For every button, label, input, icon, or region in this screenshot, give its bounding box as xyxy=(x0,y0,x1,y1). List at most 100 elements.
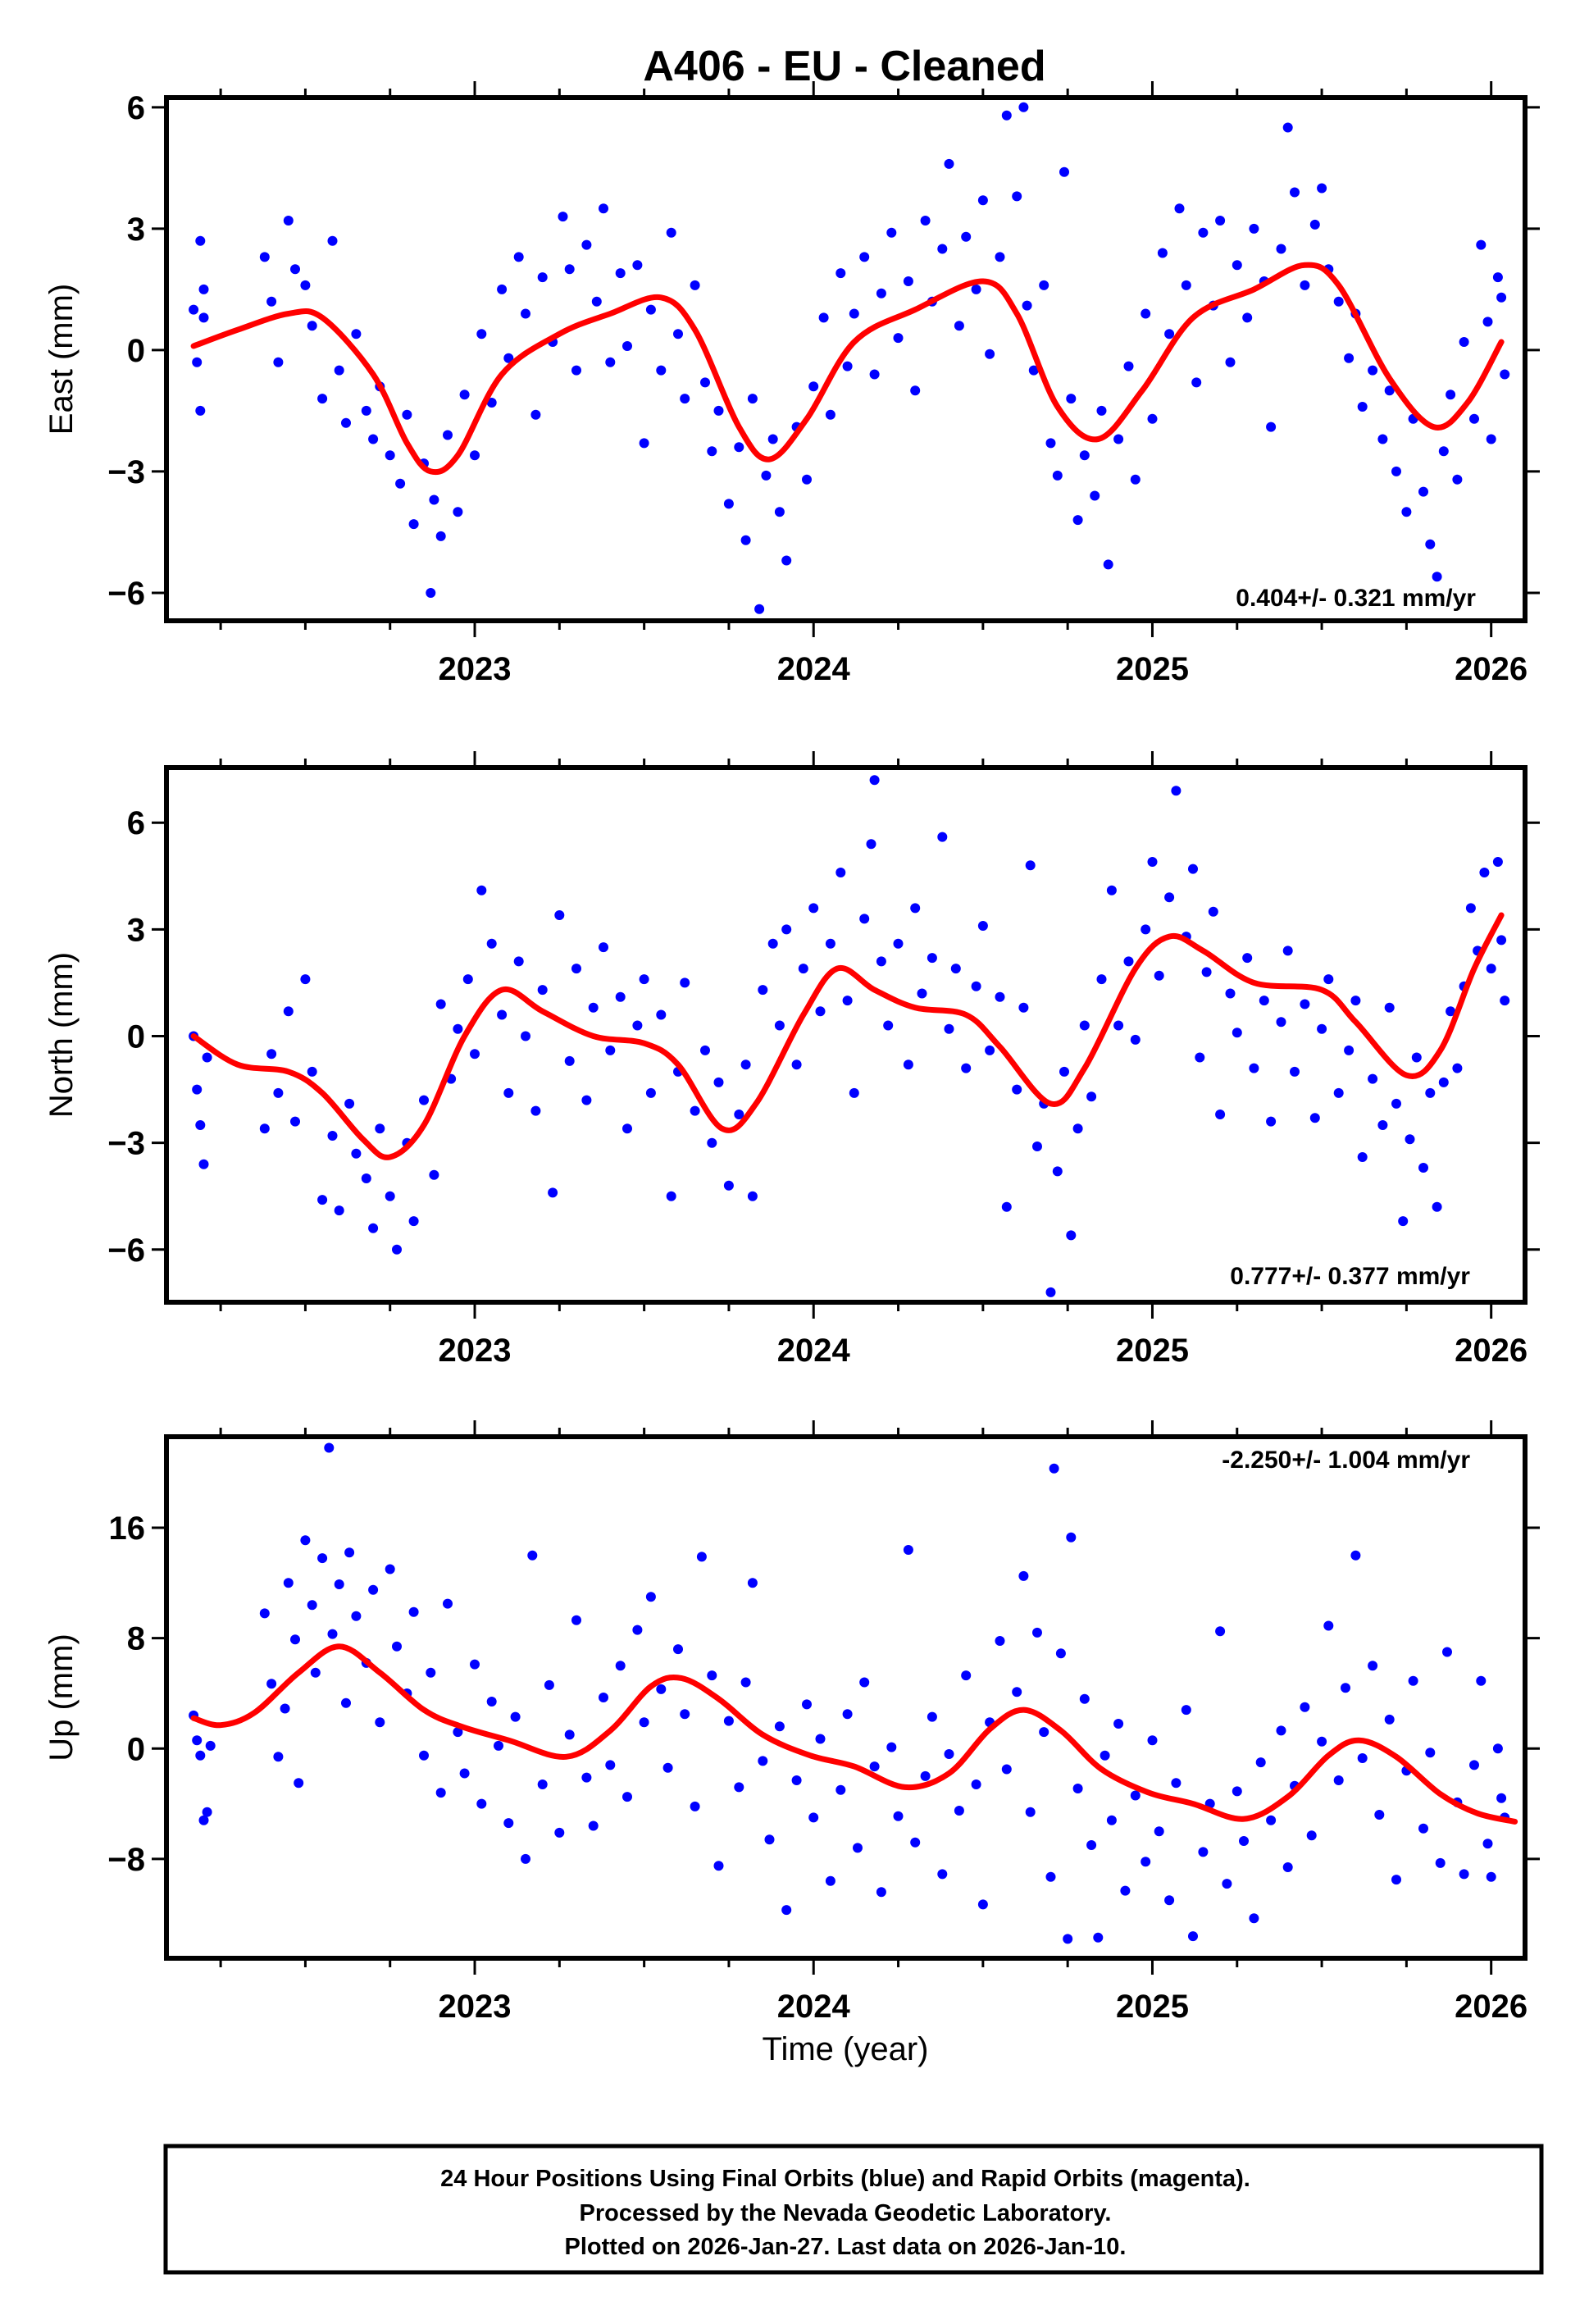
up-data-point xyxy=(280,1703,290,1714)
north-data-point xyxy=(530,1105,541,1116)
east-data-point xyxy=(910,385,921,396)
north-data-point xyxy=(605,1045,616,1055)
up-data-point xyxy=(1317,1736,1327,1747)
east-data-point xyxy=(1333,296,1344,307)
east-y-axis-label: East (mm) xyxy=(43,284,80,435)
north-data-point xyxy=(486,938,497,949)
east-data-point xyxy=(781,555,792,566)
north-data-point xyxy=(1452,1063,1463,1073)
up-data-point xyxy=(198,1815,209,1825)
north-data-point xyxy=(849,1087,859,1098)
east-data-point xyxy=(656,365,667,376)
north-data-point xyxy=(639,974,649,985)
up-data-point xyxy=(910,1837,921,1848)
east-data-point xyxy=(1401,507,1412,517)
east-data-point xyxy=(1225,357,1236,367)
up-data-point xyxy=(1025,1807,1036,1817)
north-data-point xyxy=(1344,1045,1355,1055)
north-data-point xyxy=(195,1120,206,1130)
up-data-point xyxy=(1323,1620,1334,1631)
east-trend-line xyxy=(190,262,1505,476)
up-rate-label: -2.250+/- 1.004 mm/yr xyxy=(1222,1447,1470,1474)
east-data-point xyxy=(1469,413,1479,424)
up-trend-line xyxy=(190,1643,1518,1825)
east-data-point xyxy=(859,252,870,262)
east-data-point xyxy=(259,252,270,262)
east-data-point xyxy=(723,499,734,509)
up-data-point xyxy=(1442,1647,1452,1657)
north-data-point xyxy=(435,999,446,1009)
east-data-point xyxy=(1317,183,1327,194)
north-data-point xyxy=(825,938,835,949)
east-data-point xyxy=(825,409,835,420)
up-data-point xyxy=(283,1578,294,1588)
east-data-point xyxy=(1482,317,1493,327)
up-data-point xyxy=(920,1770,931,1781)
north-data-point xyxy=(1141,924,1151,935)
up-data-point xyxy=(734,1782,744,1793)
up-data-point xyxy=(1374,1810,1385,1820)
up-data-point xyxy=(713,1861,724,1871)
up-data-point xyxy=(385,1564,395,1574)
north-y-tick-label: 0 xyxy=(127,1019,145,1055)
north-data-point xyxy=(548,1187,558,1198)
up-data-point xyxy=(1147,1735,1158,1746)
north-data-point xyxy=(869,775,880,786)
up-data-point xyxy=(1141,1857,1151,1867)
east-data-point xyxy=(639,438,649,449)
east-data-point xyxy=(1300,280,1310,290)
up-y-tick-label: 8 xyxy=(127,1621,145,1657)
north-data-point xyxy=(666,1191,676,1201)
up-data-point xyxy=(195,1750,206,1761)
up-data-point xyxy=(564,1729,575,1740)
up-data-point xyxy=(1130,1790,1141,1801)
east-data-point xyxy=(300,280,311,290)
up-data-point xyxy=(1198,1847,1209,1857)
east-data-point xyxy=(690,280,700,290)
north-data-point xyxy=(599,942,608,953)
north-data-point xyxy=(808,903,819,914)
up-data-point xyxy=(815,1734,826,1744)
east-data-point xyxy=(1174,203,1185,214)
up-data-point xyxy=(510,1711,521,1722)
north-trend-line xyxy=(190,912,1505,1160)
east-data-point xyxy=(443,430,453,440)
north-data-point xyxy=(622,1123,632,1134)
east-data-point xyxy=(876,288,886,298)
east-data-point xyxy=(645,304,656,315)
up-data-point xyxy=(266,1679,277,1689)
north-data-point xyxy=(361,1173,371,1183)
up-data-point xyxy=(1435,1857,1446,1868)
east-data-point xyxy=(632,260,643,271)
up-data-point xyxy=(859,1677,870,1688)
north-data-point xyxy=(513,956,524,967)
up-data-point xyxy=(494,1740,503,1751)
east-data-point xyxy=(1500,369,1510,380)
up-data-point xyxy=(344,1547,355,1558)
up-data-point xyxy=(954,1806,964,1816)
north-data-point xyxy=(632,1020,643,1031)
north-data-point xyxy=(1500,996,1510,1006)
up-data-point xyxy=(1276,1725,1286,1736)
east-data-point xyxy=(754,604,765,614)
east-data-point xyxy=(1052,470,1063,481)
up-data-point xyxy=(1368,1661,1378,1671)
east-data-point xyxy=(198,284,209,294)
east-data-point xyxy=(615,268,626,279)
up-data-point xyxy=(1249,1913,1259,1924)
east-data-point xyxy=(283,216,294,226)
up-data-point xyxy=(588,1820,599,1831)
north-data-point xyxy=(1059,1066,1069,1077)
east-data-point xyxy=(747,394,758,404)
north-data-point xyxy=(910,903,921,914)
north-x-tick-label: 2026 xyxy=(1455,1333,1528,1369)
north-data-point xyxy=(740,1059,751,1070)
up-data-point xyxy=(622,1792,632,1802)
east-data-point xyxy=(1486,434,1496,444)
up-y-tick-label: 0 xyxy=(127,1731,145,1767)
east-data-point xyxy=(944,158,954,169)
up-data-point xyxy=(1232,1786,1242,1797)
up-data-point xyxy=(1018,1570,1029,1581)
up-data-point xyxy=(1049,1463,1059,1474)
up-data-point xyxy=(334,1579,344,1589)
